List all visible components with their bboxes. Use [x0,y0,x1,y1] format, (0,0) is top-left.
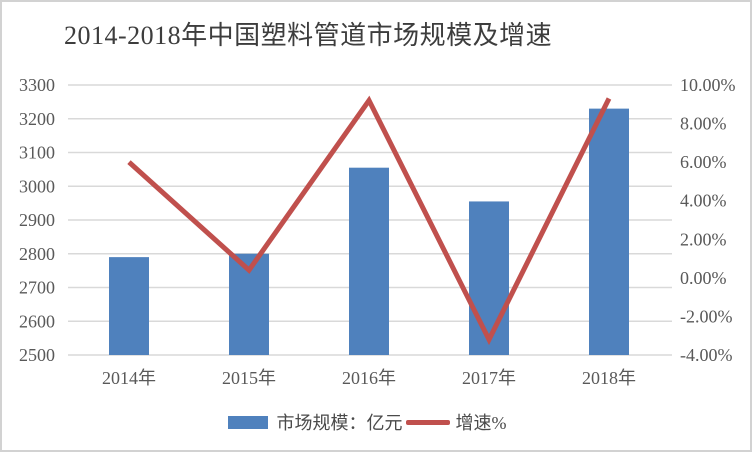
bar-2014年 [109,257,149,355]
legend-line-swatch [405,419,450,425]
chart-title: 2014-2018年中国塑料管道市场规模及增速 [64,21,553,50]
x-axis-label-2016年: 2016年 [342,368,396,388]
right-axis-tick-label: 2.00% [680,229,727,249]
right-axis-tick-label: 8.00% [680,114,727,134]
bar-2018年 [589,108,629,355]
left-axis-tick-label: 3100 [19,143,55,163]
left-axis-tick-label: 3200 [19,109,55,129]
chart-legend: 市场规模：亿元 增速% [2,409,741,435]
legend-bar-label: 市场规模：亿元 [276,413,403,433]
left-axis-tick-label: 2600 [19,311,55,331]
x-axis-label-2018年: 2018年 [582,368,636,388]
growth-rate-line [127,95,612,346]
x-axis-label-2015年: 2015年 [222,368,276,388]
left-axis-tick-label: 3300 [19,75,55,95]
right-axis-tick-label: 10.00% [680,75,736,95]
bar-2016年 [349,167,389,355]
right-axis-tick-label: 4.00% [680,191,727,211]
x-axis-label-2017年: 2017年 [462,368,516,388]
right-axis-tick-label: -2.00% [680,306,733,326]
x-axis-label-2014年: 2014年 [102,368,156,388]
bar-2017年 [469,201,509,355]
left-axis-tick-label: 3000 [19,176,55,196]
right-axis-tick-label: -4.00% [680,345,733,365]
right-axis-tick-label: 6.00% [680,152,727,172]
left-axis-tick-label: 2800 [19,244,55,264]
left-axis-tick-label: 2500 [19,345,55,365]
right-axis-tick-label: 0.00% [680,268,727,288]
legend-line-label: 增速% [455,413,507,433]
left-axis-tick-label: 2700 [19,278,55,298]
left-axis-tick-label: 2900 [19,210,55,230]
legend-bar-swatch [227,415,268,429]
